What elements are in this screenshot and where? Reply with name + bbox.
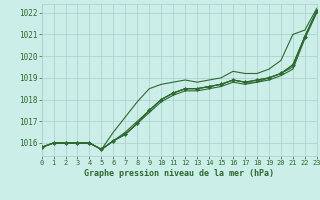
X-axis label: Graphe pression niveau de la mer (hPa): Graphe pression niveau de la mer (hPa) xyxy=(84,169,274,178)
